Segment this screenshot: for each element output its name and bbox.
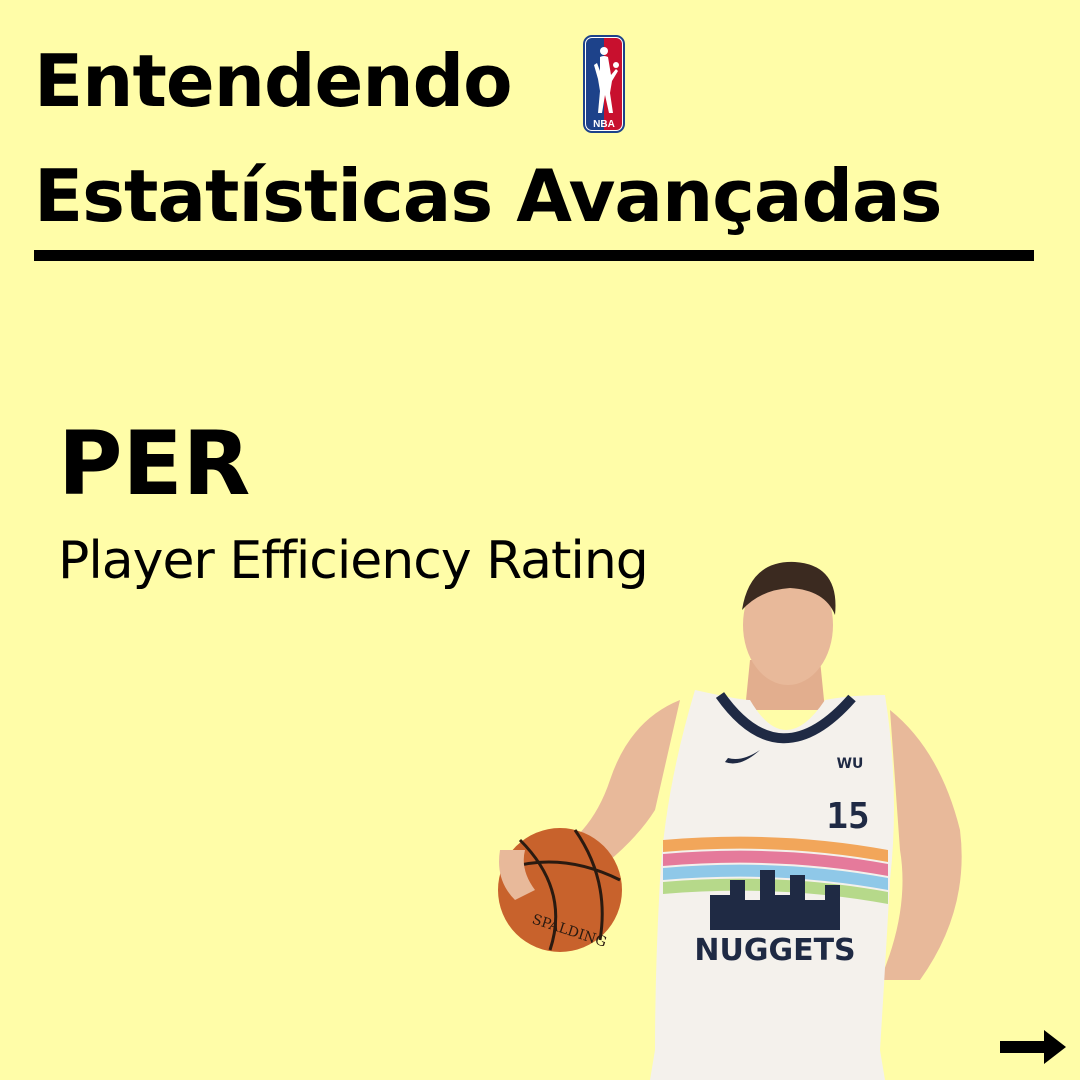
swoosh-icon bbox=[725, 750, 760, 764]
nba-logo-text: NBA bbox=[593, 119, 615, 130]
right-arrow-icon[interactable] bbox=[998, 1028, 1068, 1066]
jersey-sponsor-text: WU bbox=[837, 756, 864, 772]
basketball-player-photo: NUGGETS 15 WU SPALDING bbox=[498, 561, 962, 1080]
stat-acronym: PER bbox=[58, 412, 251, 515]
stat-full-name: Player Efficiency Rating bbox=[58, 531, 649, 591]
nba-logo-icon: NBA bbox=[583, 35, 625, 133]
title-line-1: Entendendo bbox=[34, 39, 513, 123]
jersey-team-text: NUGGETS bbox=[694, 933, 855, 968]
title-underline bbox=[34, 250, 1034, 261]
jersey-number-text: 15 bbox=[826, 796, 869, 837]
title-line-2: Estatísticas Avançadas bbox=[34, 154, 942, 238]
